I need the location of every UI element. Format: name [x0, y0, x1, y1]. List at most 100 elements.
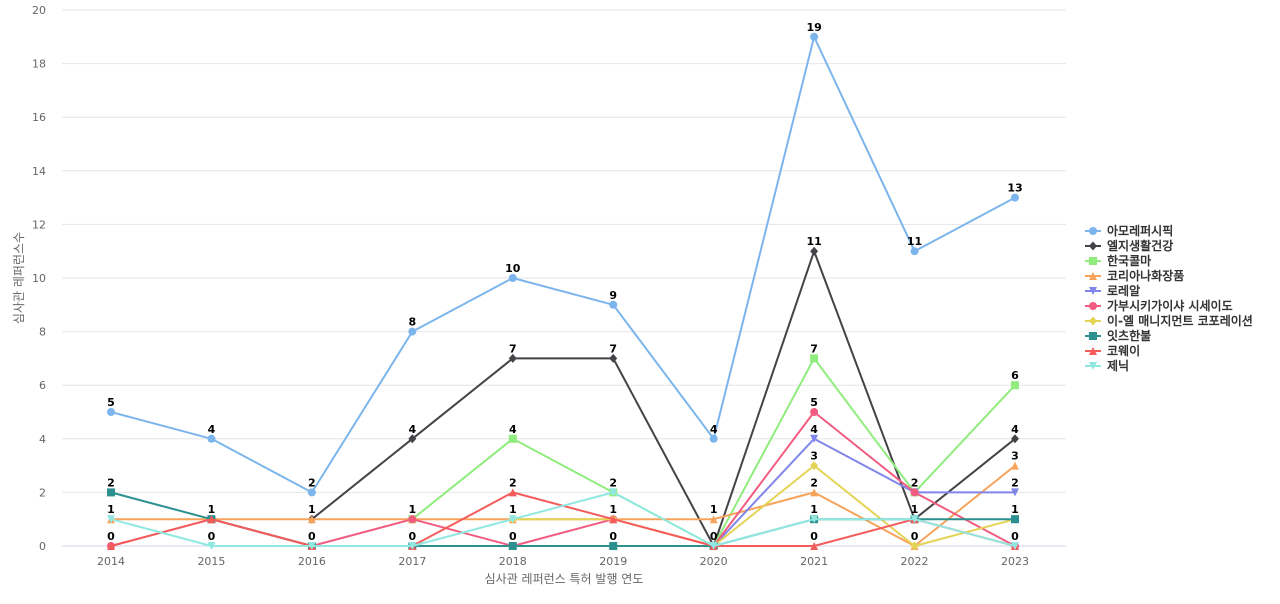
legend-item[interactable]: 이-엘 매니지먼트 코포레이션: [1085, 313, 1253, 328]
data-point[interactable]: [810, 434, 819, 443]
legend-label: 가부시키가이샤 시세이도: [1107, 298, 1233, 313]
data-point[interactable]: [709, 542, 718, 550]
data-label: 9: [609, 289, 617, 302]
data-point[interactable]: [107, 542, 115, 550]
data-point[interactable]: [207, 434, 216, 443]
series-line[interactable]: [311, 250, 1016, 547]
series-line[interactable]: [512, 464, 1016, 547]
data-point[interactable]: [508, 515, 517, 524]
legend-marker: [1089, 227, 1097, 235]
legend-label: 코리아나화장품: [1107, 268, 1184, 283]
data-point[interactable]: [810, 542, 819, 550]
data-label: 0: [208, 530, 216, 543]
series-10[interactable]: [107, 488, 1019, 550]
data-point[interactable]: [810, 488, 819, 497]
data-label: 0: [810, 530, 818, 543]
x-tick-label: 2018: [499, 555, 527, 568]
y-tick-label: 16: [32, 111, 46, 124]
legend-marker: [1089, 302, 1097, 310]
data-label: 1: [409, 503, 417, 516]
data-point[interactable]: [408, 542, 417, 550]
data-point[interactable]: [609, 542, 618, 550]
data-label: 2: [810, 476, 818, 489]
series-7[interactable]: [508, 461, 1019, 551]
data-point[interactable]: [810, 32, 819, 41]
data-label: 1: [810, 503, 818, 516]
data-point[interactable]: [609, 515, 618, 524]
data-point[interactable]: [408, 327, 417, 336]
data-point[interactable]: [1011, 461, 1019, 470]
series-line[interactable]: [712, 437, 1015, 547]
data-point[interactable]: [207, 542, 216, 550]
y-tick-label: 18: [32, 58, 46, 71]
data-point[interactable]: [609, 300, 618, 309]
x-tick-label: 2017: [398, 555, 426, 568]
data-point[interactable]: [207, 515, 216, 524]
legend-item[interactable]: 로레알: [1085, 283, 1140, 298]
data-point[interactable]: [910, 515, 919, 524]
data-label: 7: [509, 342, 517, 355]
data-point[interactable]: [709, 515, 718, 524]
data-point[interactable]: [609, 488, 618, 497]
y-axis-ticks: 0 2 4 6 8 10 12 14 16 18 20: [32, 4, 46, 553]
data-point[interactable]: [1011, 193, 1019, 202]
legend-label: 아모레퍼시픽: [1107, 223, 1173, 238]
legend-item[interactable]: 코리아나화장품: [1085, 268, 1184, 283]
data-label: 2: [609, 476, 617, 489]
data-point[interactable]: [810, 246, 819, 256]
data-point[interactable]: [1011, 515, 1019, 524]
data-label: 2: [308, 476, 316, 489]
data-point[interactable]: [910, 541, 919, 551]
data-point[interactable]: [408, 434, 417, 444]
x-tick-label: 2022: [901, 555, 929, 568]
legend-item[interactable]: 엘지생활건강: [1085, 238, 1173, 253]
data-point[interactable]: [408, 515, 417, 524]
series-1[interactable]: [107, 32, 1019, 497]
legend-item[interactable]: 제닉: [1085, 358, 1129, 373]
data-point[interactable]: [810, 354, 819, 363]
legend-item[interactable]: 아모레퍼시픽: [1085, 223, 1173, 238]
data-point[interactable]: [910, 247, 919, 256]
data-point[interactable]: [810, 408, 819, 416]
data-point[interactable]: [107, 408, 115, 416]
series-line[interactable]: [110, 491, 1016, 547]
data-label: 0: [509, 530, 517, 543]
data-point[interactable]: [508, 353, 517, 363]
data-point[interactable]: [810, 515, 819, 524]
legend-marker: [1089, 332, 1097, 340]
series-line[interactable]: [110, 411, 1016, 547]
data-label: 1: [107, 503, 115, 516]
data-point[interactable]: [508, 542, 517, 550]
series-line[interactable]: [110, 35, 1016, 494]
data-point[interactable]: [1011, 488, 1019, 497]
data-point[interactable]: [1011, 381, 1019, 390]
data-point[interactable]: [107, 515, 115, 524]
y-tick-label: 4: [39, 433, 46, 446]
legend-item[interactable]: 가부시키가이샤 시세이도: [1085, 298, 1233, 313]
data-point[interactable]: [307, 488, 316, 497]
legend-label: 잇츠한불: [1107, 328, 1151, 343]
data-point[interactable]: [107, 488, 115, 497]
data-point[interactable]: [709, 434, 718, 443]
data-point[interactable]: [1011, 434, 1019, 444]
data-label: 0: [107, 530, 115, 543]
data-point[interactable]: [910, 488, 919, 497]
data-point[interactable]: [508, 434, 517, 443]
data-label: 4: [208, 423, 216, 436]
data-point[interactable]: [1011, 542, 1019, 550]
legend-item[interactable]: 한국콜마: [1085, 253, 1151, 268]
legend-label: 제닉: [1107, 358, 1129, 373]
data-point[interactable]: [609, 353, 618, 363]
data-point[interactable]: [307, 542, 316, 550]
data-label: 1: [1011, 503, 1019, 516]
legend-item[interactable]: 잇츠한불: [1085, 328, 1151, 343]
data-point[interactable]: [508, 488, 517, 497]
data-point[interactable]: [810, 461, 819, 471]
data-point[interactable]: [307, 515, 316, 524]
data-point[interactable]: [508, 274, 517, 282]
data-label: 5: [107, 396, 115, 409]
legend-item[interactable]: 코웨이: [1085, 343, 1140, 358]
data-label: 7: [609, 342, 617, 355]
